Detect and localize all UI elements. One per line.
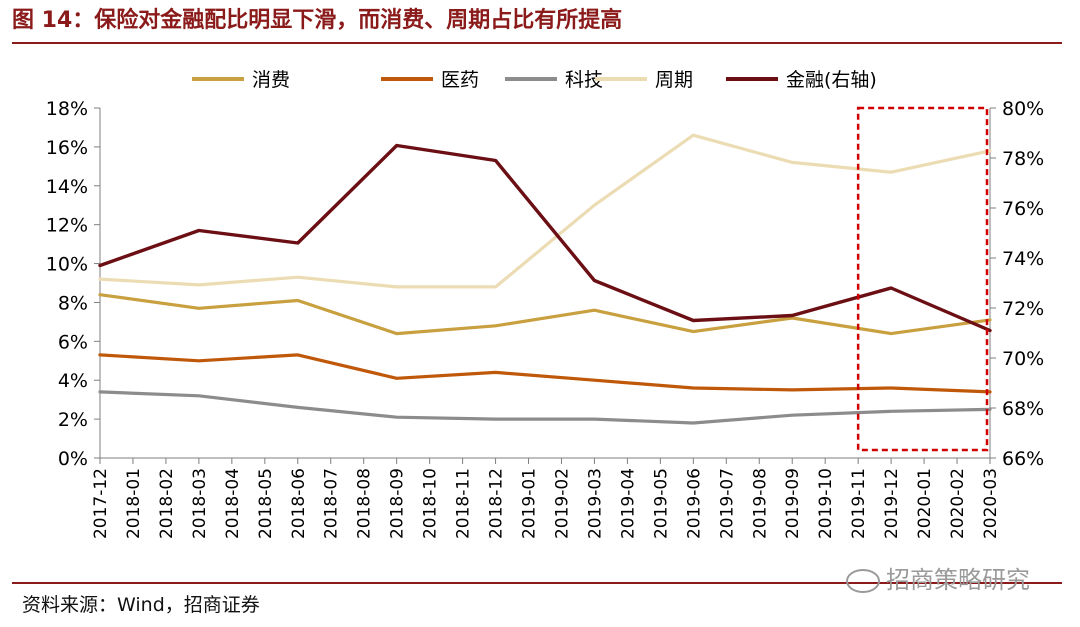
left-tick-label: 4% (58, 370, 88, 392)
x-tick-label: 2018-08 (355, 468, 375, 539)
series-line-finance (98, 143, 992, 333)
axes: 0% 2% 4% 6% 8% 10% 12% 14% 16% 18% 66% 68% 70% 72% 74%… (46, 98, 1044, 539)
series-group (98, 133, 992, 425)
x-tick-label: 2019-06 (684, 468, 704, 539)
left-tick-label: 14% (46, 176, 88, 198)
wechat-icon (846, 569, 880, 593)
x-tick-label: 2018-01 (124, 468, 144, 539)
left-tick-label: 8% (58, 292, 88, 314)
left-tick-label: 16% (46, 137, 88, 159)
series-line-tech (98, 390, 992, 425)
left-tick-label: 6% (58, 331, 88, 353)
left-tick-label: 12% (46, 215, 88, 237)
right-tick-label: 68% (1002, 398, 1044, 420)
left-tick-label: 0% (58, 448, 88, 470)
left-tick-label: 2% (58, 409, 88, 431)
left-tick-label: 10% (46, 254, 88, 276)
legend-label: 医药 (441, 69, 479, 91)
watermark-text: 招商策略研究 (886, 566, 1030, 594)
x-tick-label: 2019-11 (849, 468, 869, 539)
chart: 消费 医药 科技 周期 金融(右轴) 0% 2% 4% 6% 8% 10% 12% 14% 16% 18%… (46, 69, 1044, 539)
right-tick-label: 70% (1002, 348, 1044, 370)
x-tick-label: 2018-10 (421, 468, 441, 539)
source-note: 资料来源：Wind，招商证券 (22, 594, 260, 616)
x-tick-label: 2019-09 (783, 468, 803, 539)
legend-label: 金融(右轴) (786, 69, 877, 91)
x-tick-label: 2018-09 (388, 468, 408, 539)
watermark: 招商策略研究 (846, 560, 1030, 595)
x-tick-label: 2018-02 (157, 468, 177, 539)
x-tick-label: 2020-01 (915, 468, 935, 539)
x-tick-label: 2020-02 (948, 468, 968, 539)
highlight-box (856, 106, 989, 452)
x-tick-label: 2019-07 (717, 468, 737, 539)
right-tick-label: 74% (1002, 248, 1044, 270)
x-tick-label: 2018-11 (454, 468, 474, 539)
x-tick-label: 2019-12 (882, 468, 902, 539)
x-tick-label: 2019-03 (585, 468, 605, 539)
x-tick-label: 2019-02 (552, 468, 572, 539)
right-tick-label: 72% (1002, 298, 1044, 320)
x-tick-label: 2020-03 (981, 468, 1001, 539)
right-tick-label: 76% (1002, 198, 1044, 220)
x-tick-label: 2018-04 (223, 468, 243, 539)
source-rule (12, 582, 1062, 584)
x-tick-label: 2018-06 (289, 468, 309, 539)
right-tick-label: 80% (1002, 98, 1044, 120)
right-tick-label: 66% (1002, 448, 1044, 470)
left-tick-label: 18% (46, 98, 88, 120)
x-tick-label: 2017-12 (91, 468, 111, 539)
legend-label: 科技 (565, 69, 603, 91)
series-line-cycle (98, 133, 992, 289)
x-tick-label: 2018-12 (487, 468, 507, 539)
x-tick-label: 2018-03 (190, 468, 210, 539)
right-tick-label: 78% (1002, 148, 1044, 170)
x-tick-label: 2018-07 (322, 468, 342, 539)
legend-label: 消费 (252, 69, 290, 91)
legend: 消费 医药 科技 周期 金融(右轴) (192, 69, 877, 91)
title-rule (12, 42, 1062, 44)
legend-label: 周期 (655, 69, 693, 91)
x-tick-label: 2019-04 (618, 468, 638, 539)
chart-title: 图 14：保险对金融配比明显下滑，而消费、周期占比有所提高 (12, 8, 623, 33)
series-line-consumption (98, 293, 992, 336)
x-tick-label: 2019-08 (750, 468, 770, 539)
series-line-medicine (98, 353, 992, 394)
overlay (856, 106, 989, 452)
x-tick-label: 2019-10 (816, 468, 836, 539)
x-tick-label: 2019-05 (651, 468, 671, 539)
x-tick-label: 2018-05 (256, 468, 276, 539)
x-tick-label: 2019-01 (520, 468, 540, 539)
